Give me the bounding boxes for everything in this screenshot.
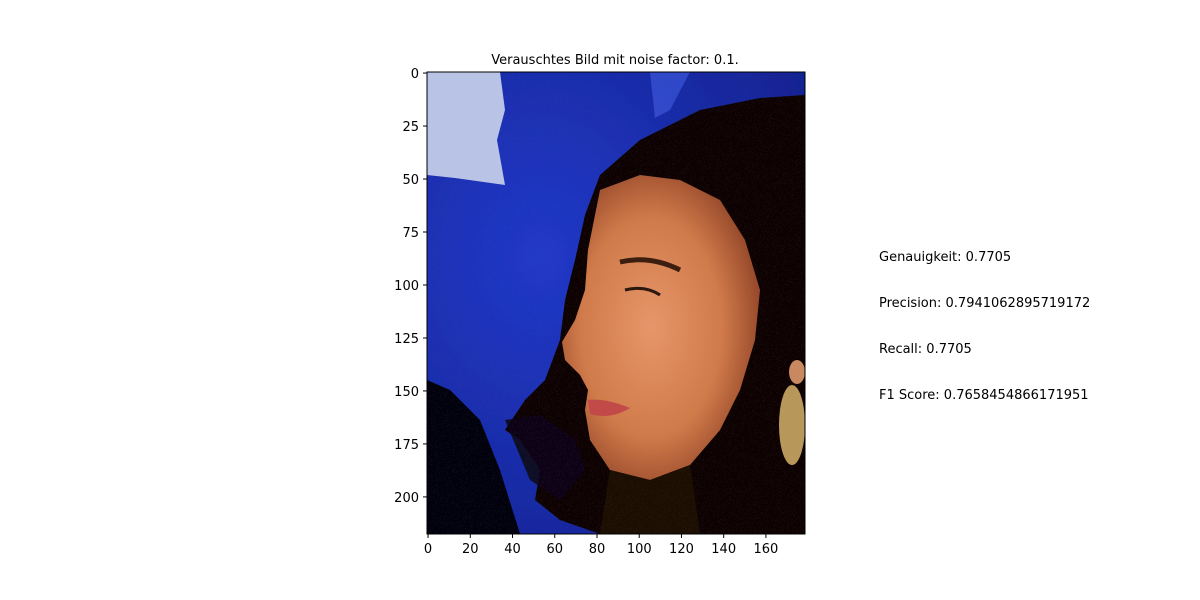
y-tick-label: 75 [402, 226, 419, 241]
x-tick-label: 0 [424, 542, 432, 557]
y-tick-label: 200 [394, 491, 419, 506]
x-tick-label: 80 [589, 542, 606, 557]
y-tick-label: 125 [394, 332, 419, 347]
x-tick-label: 160 [754, 542, 779, 557]
image-earring [779, 385, 805, 465]
image-highlight-patch [427, 72, 505, 185]
x-tick-label: 20 [462, 542, 479, 557]
metrics-panel: Genauigkeit: 0.7705 Precision: 0.79410628… [879, 250, 1090, 403]
y-tick-label: 150 [394, 385, 419, 400]
x-tick-label: 100 [627, 542, 652, 557]
x-axis: 0 20 40 60 80 100 120 140 160 [424, 534, 778, 557]
x-tick-label: 140 [711, 542, 736, 557]
image-area [427, 72, 805, 534]
x-tick-label: 120 [669, 542, 694, 557]
axes-frame [426, 71, 806, 535]
x-tick-label: 60 [546, 542, 563, 557]
y-tick-label: 0 [411, 67, 419, 82]
metric-line: Precision: 0.7941062895719172 [879, 296, 1090, 311]
y-tick-label: 175 [394, 438, 419, 453]
metric-line: Genauigkeit: 0.7705 [879, 250, 1011, 265]
chart-title: Verauschtes Bild mit noise factor: 0.1. [491, 53, 739, 68]
metric-line: Recall: 0.7705 [879, 342, 972, 357]
y-axis: 0 25 50 75 100 125 150 175 200 [394, 67, 427, 506]
metric-line: F1 Score: 0.7658454866171951 [879, 388, 1089, 403]
y-tick-label: 100 [394, 279, 419, 294]
y-tick-label: 50 [402, 173, 419, 188]
y-tick-label: 25 [402, 120, 419, 135]
x-tick-label: 40 [504, 542, 521, 557]
